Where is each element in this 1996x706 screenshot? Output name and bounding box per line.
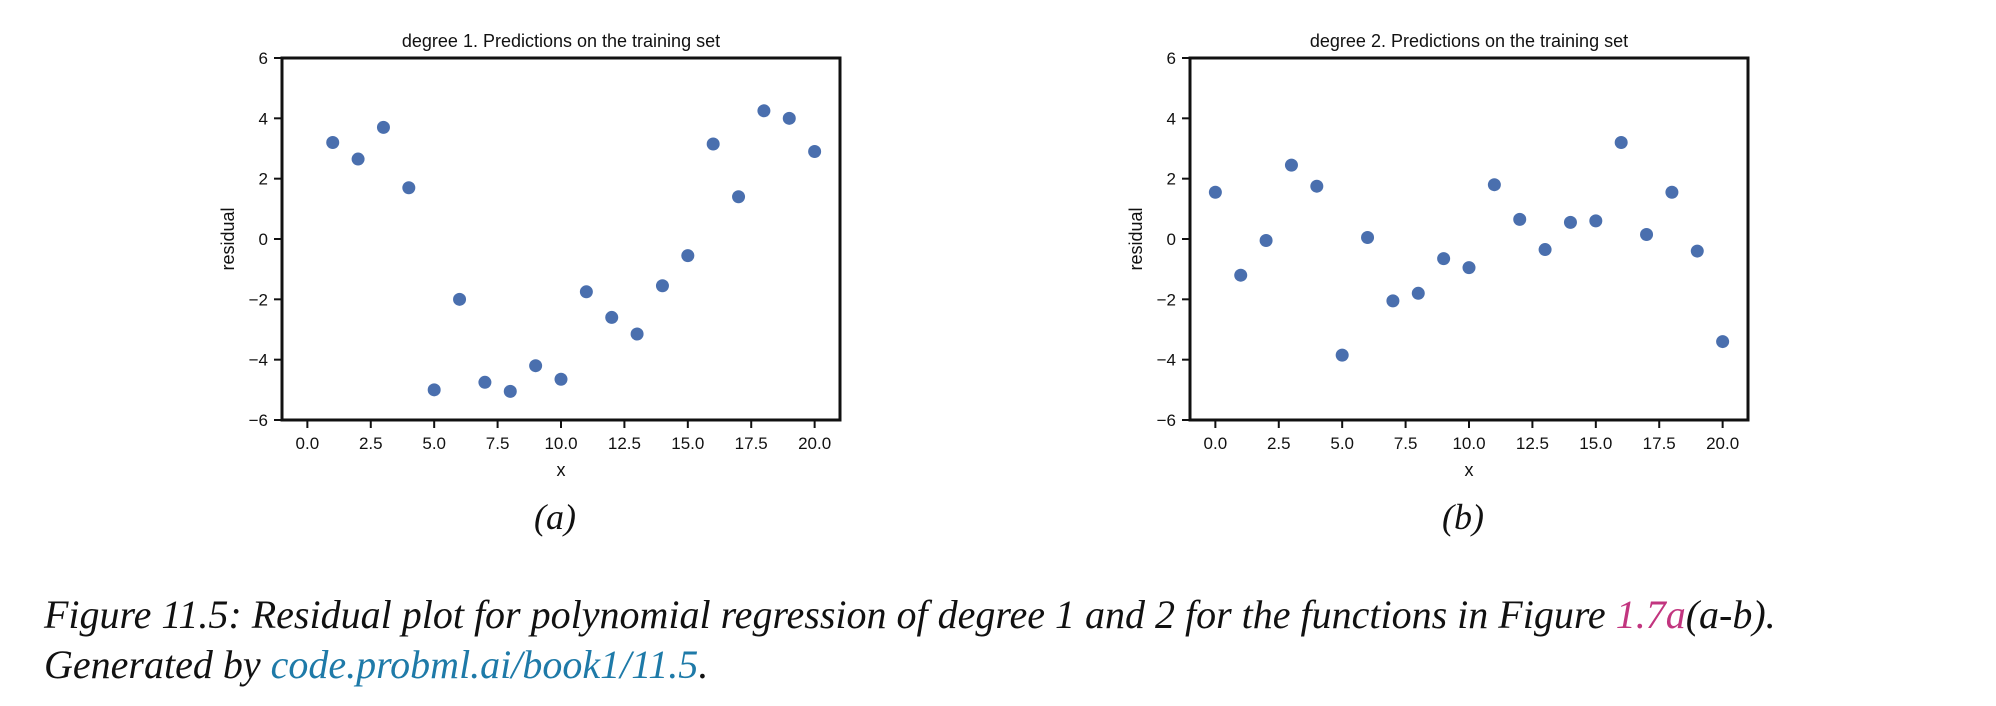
subfigure-label-a: (a) — [534, 497, 576, 537]
data-point — [605, 310, 619, 324]
y-tick-label: 2 — [259, 170, 268, 189]
x-axis-label: x — [1465, 460, 1474, 480]
y-tick-label: −6 — [249, 411, 268, 430]
caption-text: Figure 11.5: Residual plot for polynomia… — [44, 592, 1616, 637]
chart-title: degree 1. Predictions on the training se… — [402, 31, 720, 51]
data-point — [1234, 268, 1248, 282]
caption-line-1: Figure 11.5: Residual plot for polynomia… — [44, 590, 1974, 640]
data-point — [782, 111, 796, 125]
residual-chart-degree-1: degree 1. Predictions on the training se… — [218, 31, 842, 480]
data-point — [1487, 178, 1501, 192]
x-tick-label: 10.0 — [544, 434, 577, 453]
data-point — [1538, 243, 1552, 257]
data-point — [478, 375, 492, 389]
data-point — [706, 137, 720, 151]
data-point — [1462, 261, 1476, 275]
x-tick-label: 7.5 — [486, 434, 510, 453]
chart-title: degree 2. Predictions on the training se… — [1310, 31, 1628, 51]
x-tick-label: 10.0 — [1452, 434, 1485, 453]
data-point — [579, 285, 593, 299]
data-point — [503, 384, 517, 398]
x-tick-label: 7.5 — [1394, 434, 1418, 453]
x-tick-label: 15.0 — [671, 434, 704, 453]
caption-period: . — [698, 642, 709, 687]
data-point — [1386, 294, 1400, 308]
x-tick-label: 12.5 — [1516, 434, 1549, 453]
data-point — [808, 145, 822, 159]
x-tick-label: 20.0 — [798, 434, 831, 453]
x-tick-label: 0.0 — [1204, 434, 1228, 453]
data-point — [1563, 215, 1577, 229]
x-tick-label: 2.5 — [359, 434, 383, 453]
data-point — [1589, 214, 1603, 228]
y-axis-label: residual — [218, 207, 238, 270]
data-point — [1411, 286, 1425, 300]
y-tick-label: −2 — [1157, 290, 1176, 309]
data-point — [1437, 252, 1451, 266]
x-tick-label: 5.0 — [422, 434, 446, 453]
y-tick-label: 6 — [259, 49, 268, 68]
data-point — [453, 292, 467, 306]
y-tick-label: −2 — [249, 290, 268, 309]
data-point — [1716, 335, 1730, 349]
y-tick-label: −6 — [1157, 411, 1176, 430]
y-tick-label: 4 — [1167, 109, 1176, 128]
data-point — [554, 372, 568, 386]
x-axis-label: x — [557, 460, 566, 480]
y-tick-label: 0 — [1167, 230, 1176, 249]
chart-panel-b: degree 2. Predictions on the training se… — [908, 0, 1788, 505]
data-point — [1259, 234, 1273, 248]
plot-frame — [1188, 56, 1750, 422]
data-point — [1614, 135, 1628, 149]
caption-generated-by: Generated by — [44, 642, 271, 687]
data-point — [1513, 212, 1527, 226]
residual-chart-degree-2: degree 2. Predictions on the training se… — [1126, 31, 1750, 480]
data-point — [1208, 185, 1222, 199]
data-point — [427, 383, 441, 397]
data-point — [376, 120, 390, 134]
chart-panel-a: degree 1. Predictions on the training se… — [0, 0, 880, 505]
data-point — [681, 249, 695, 263]
y-tick-label: −4 — [1157, 351, 1176, 370]
y-tick-label: 6 — [1167, 49, 1176, 68]
x-tick-label: 0.0 — [296, 434, 320, 453]
y-tick-label: −4 — [249, 351, 268, 370]
data-point — [529, 359, 543, 373]
data-point — [351, 152, 365, 166]
data-point — [1310, 179, 1324, 193]
data-point — [1361, 230, 1375, 244]
x-tick-label: 15.0 — [1579, 434, 1612, 453]
subfigure-label-b: (b) — [1442, 497, 1484, 537]
data-point — [402, 181, 416, 195]
data-point — [757, 104, 771, 118]
x-tick-label: 5.0 — [1330, 434, 1354, 453]
data-point — [732, 190, 746, 204]
data-point — [326, 135, 340, 149]
x-tick-label: 17.5 — [735, 434, 768, 453]
x-tick-label: 12.5 — [608, 434, 641, 453]
y-tick-label: 2 — [1167, 170, 1176, 189]
data-point — [1690, 244, 1704, 258]
code-link[interactable]: code.probml.ai/book1/11.5 — [270, 642, 699, 687]
data-point — [1665, 185, 1679, 199]
data-point — [655, 279, 669, 293]
plot-frame — [280, 56, 842, 422]
x-tick-label: 17.5 — [1643, 434, 1676, 453]
data-point — [1335, 348, 1349, 362]
figure-reference-link[interactable]: 1.7a — [1615, 592, 1686, 637]
x-tick-label: 20.0 — [1706, 434, 1739, 453]
data-point — [1284, 158, 1298, 172]
figure-caption: Figure 11.5: Residual plot for polynomia… — [44, 590, 1974, 690]
y-tick-label: 4 — [259, 109, 268, 128]
data-point — [1640, 227, 1654, 241]
data-point — [630, 327, 644, 341]
x-tick-label: 2.5 — [1267, 434, 1291, 453]
caption-text-suffix: (a-b). — [1685, 592, 1776, 637]
y-tick-label: 0 — [259, 230, 268, 249]
y-axis-label: residual — [1126, 207, 1146, 270]
caption-line-2: Generated by code.probml.ai/book1/11.5. — [44, 640, 1974, 690]
